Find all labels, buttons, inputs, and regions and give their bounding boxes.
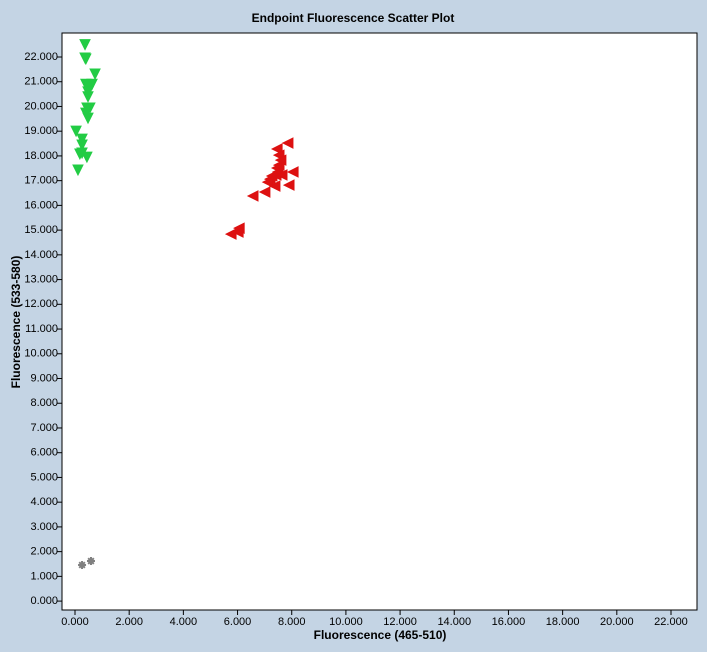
y-tick-label: 14.000	[24, 249, 58, 261]
y-tick-label: 17.000	[24, 175, 58, 187]
point	[76, 133, 88, 146]
point	[281, 137, 294, 149]
y-tick-label: 22.000	[24, 51, 58, 63]
y-tick-label: 10.000	[24, 348, 58, 360]
point	[82, 91, 94, 103]
y-tick-label: 12.000	[24, 298, 58, 310]
y-tick-label: 19.000	[24, 125, 58, 137]
x-tick-label: 22.000	[654, 616, 688, 628]
y-tick-label: 4.000	[30, 496, 58, 508]
point	[78, 560, 87, 569]
point	[86, 557, 95, 566]
y-tick-label: 7.000	[30, 422, 58, 434]
y-tick-label: 9.000	[30, 372, 58, 384]
x-tick-label: 12.000	[383, 616, 417, 628]
y-tick-label: 2.000	[30, 546, 58, 558]
x-tick-label: 0.000	[61, 616, 89, 628]
y-tick-label: 0.000	[30, 595, 58, 607]
x-tick-label: 14.000	[437, 616, 471, 628]
x-tick-label: 10.000	[329, 616, 363, 628]
point	[79, 39, 91, 51]
x-tick-label: 4.000	[170, 616, 198, 628]
chart-title: Endpoint Fluorescence Scatter Plot	[252, 11, 455, 25]
point	[246, 190, 259, 202]
point	[70, 125, 82, 138]
y-axis-label: Fluorescence (533-580)	[9, 256, 23, 389]
plot-area	[61, 32, 698, 611]
y-tick-label: 8.000	[30, 397, 58, 409]
point	[224, 228, 237, 240]
x-axis-label: Fluorescence (465-510)	[314, 628, 447, 642]
y-tick-label: 5.000	[30, 471, 58, 483]
y-tick-label: 13.000	[24, 273, 58, 285]
point	[275, 169, 288, 181]
point	[82, 112, 94, 125]
point	[268, 180, 281, 192]
point	[80, 53, 92, 66]
x-tick-label: 16.000	[492, 616, 526, 628]
x-tick-label: 8.000	[278, 616, 306, 628]
point	[282, 179, 295, 191]
point	[231, 226, 244, 238]
point	[270, 143, 283, 155]
y-tick-label: 3.000	[30, 521, 58, 533]
x-tick-label: 2.000	[115, 616, 143, 628]
x-tick-label: 6.000	[224, 616, 252, 628]
y-tick-label: 1.000	[30, 570, 58, 582]
point	[76, 139, 88, 152]
point	[89, 68, 101, 81]
point	[261, 176, 274, 188]
y-tick-label: 21.000	[24, 76, 58, 88]
y-tick-label: 11.000	[25, 323, 58, 335]
y-tick-label: 16.000	[24, 199, 58, 211]
y-tick-label: 15.000	[24, 224, 58, 236]
point	[72, 164, 84, 177]
point	[258, 186, 271, 198]
point	[286, 166, 299, 178]
x-tick-label: 18.000	[546, 616, 580, 628]
point	[81, 151, 93, 164]
y-tick-label: 6.000	[30, 447, 58, 459]
y-tick-label: 20.000	[24, 100, 58, 112]
x-tick-label: 20.000	[600, 616, 634, 628]
y-tick-label: 18.000	[24, 150, 58, 162]
